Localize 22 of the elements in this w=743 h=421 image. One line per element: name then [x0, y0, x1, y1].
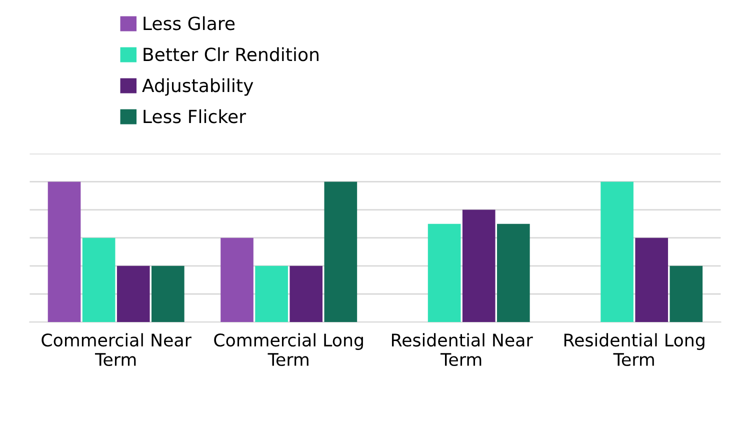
legend-label: Adjustability: [142, 78, 254, 96]
bar: [116, 266, 150, 322]
bar: [152, 266, 184, 322]
legend-label: Better Clr Rendition: [144, 47, 318, 62]
legend-label: Less Glare: [144, 16, 235, 30]
x-tick-label: Commercial Long Term: [214, 333, 363, 366]
x-tick-label: Commercial Near Term: [42, 333, 192, 366]
bar: [48, 182, 81, 322]
x-tick-label: Residential Near Term: [392, 333, 533, 366]
bar: [220, 238, 254, 322]
bar: [255, 266, 288, 322]
bar: [462, 210, 496, 322]
bar: [635, 238, 668, 322]
x-tick-label: Residential Long Term: [564, 333, 704, 366]
bar: [290, 266, 323, 322]
bar: [600, 182, 634, 322]
bar: [324, 182, 358, 322]
bar: [428, 224, 461, 322]
bar: [670, 266, 703, 322]
legend-label: Less Flicker: [144, 109, 246, 124]
bar: [82, 238, 116, 322]
bar: [497, 224, 530, 322]
